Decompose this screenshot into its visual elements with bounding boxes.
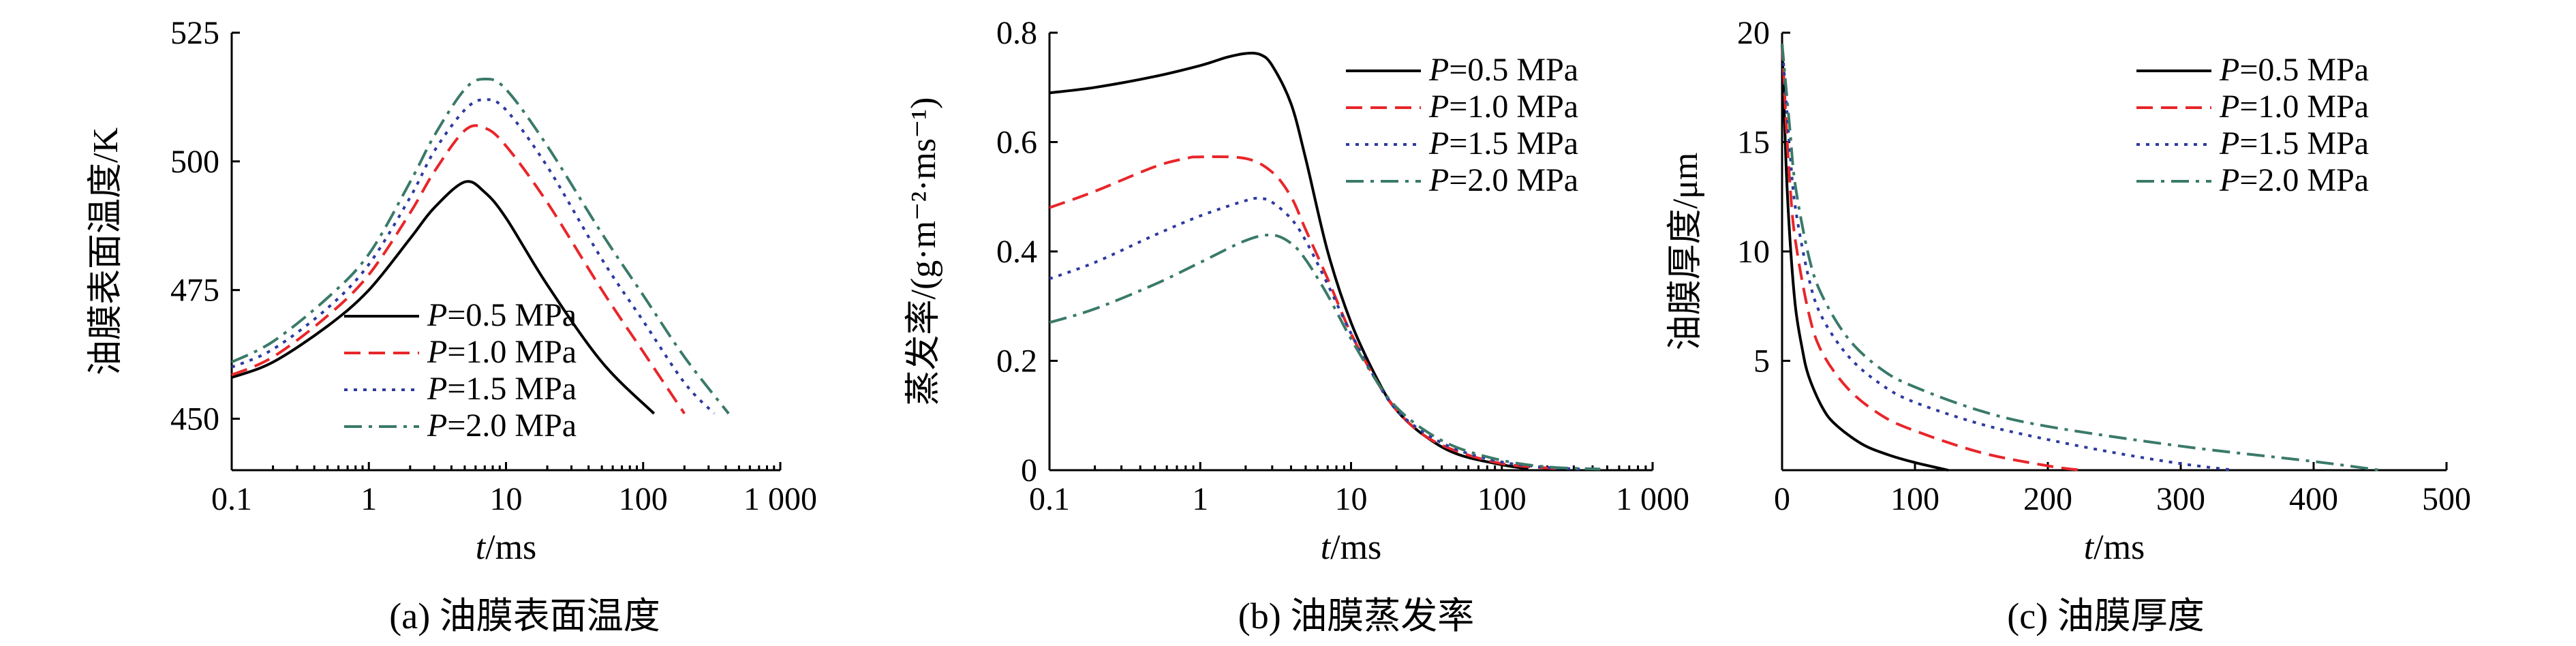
legend-label-3: P=2.0 MPa: [1428, 162, 1578, 198]
x-axis-label: t/ms: [2084, 528, 2145, 567]
x-tick-label: 1 000: [743, 481, 817, 517]
legend-label-0: P=0.5 MPa: [1428, 52, 1578, 88]
legend-label-2: P=1.5 MPa: [2219, 125, 2369, 162]
x-axis-label-unit: /ms: [1330, 528, 1381, 567]
series-line-3: [1781, 43, 2380, 472]
y-tick-label: 0.8: [996, 15, 1037, 51]
series-line-1: [1049, 155, 1562, 471]
legend-label-1: P=1.0 MPa: [427, 334, 577, 370]
y-tick-label: 450: [170, 401, 219, 437]
x-tick-label: 400: [2289, 481, 2338, 517]
y-tick-label: 0.4: [996, 234, 1037, 270]
x-tick-label: 200: [2023, 481, 2072, 517]
x-axis-label-var: t: [1321, 528, 1332, 567]
y-tick-label: 0: [1021, 452, 1037, 489]
x-axis-label-var: t: [2084, 528, 2095, 567]
x-tick-label: 0: [1774, 481, 1790, 517]
series-line-3: [1049, 233, 1601, 471]
y-tick-label: 475: [170, 273, 219, 309]
x-tick-label: 100: [1890, 481, 1939, 517]
x-axis-label: t/ms: [1321, 528, 1382, 567]
series-line-1: [231, 124, 686, 415]
legend-label-2: P=1.5 MPa: [1428, 125, 1578, 162]
panel-a: 0.1 1 10 100 1 000 450 475 500 525 t/ms 油膜表面温度/K (a…: [87, 15, 817, 636]
x-tick-label: 100: [619, 481, 668, 517]
y-tick-label: 10: [1737, 234, 1770, 270]
x-tick-label: 0.1: [1029, 481, 1070, 517]
y-tick-label: 0.2: [996, 343, 1037, 380]
x-tick-label: 10: [1335, 481, 1368, 517]
legend-label-1: P=1.0 MPa: [1428, 89, 1578, 125]
y-axis-label: 油膜厚度/μm: [1666, 153, 1705, 351]
y-tick-label: 525: [170, 15, 219, 51]
x-axis-label-unit: /ms: [2094, 528, 2145, 567]
y-tick-label: 20: [1737, 15, 1770, 51]
y-tick-label: 5: [1753, 343, 1770, 380]
legend-label-3: P=2.0 MPa: [2219, 162, 2369, 198]
legend-label-0: P=0.5 MPa: [2219, 52, 2369, 88]
series-line-3: [231, 77, 730, 415]
legend-label-3: P=2.0 MPa: [427, 407, 577, 444]
panel-caption: (b) 油膜蒸发率: [1238, 596, 1474, 636]
x-axis-label-var: t: [476, 528, 487, 567]
panel-caption: (a) 油膜表面温度: [389, 596, 660, 636]
x-tick-label: 100: [1477, 481, 1527, 517]
series-line-2: [231, 98, 716, 415]
legend-label-0: P=0.5 MPa: [427, 297, 577, 333]
y-axis-label: 油膜表面温度/K: [87, 127, 125, 375]
x-axis-label: t/ms: [476, 528, 537, 567]
panel-caption: (c) 油膜厚度: [2007, 596, 2204, 636]
x-tick-label: 500: [2422, 481, 2471, 517]
x-tick-label: 1: [361, 481, 377, 517]
x-tick-label: 1 000: [1616, 481, 1689, 517]
legend-label-2: P=1.5 MPa: [427, 371, 577, 407]
series-line-0: [1781, 44, 1949, 472]
x-tick-label: 0.1: [211, 481, 252, 517]
x-tick-label: 1: [1192, 481, 1208, 517]
series-line-2: [1049, 196, 1584, 471]
panel-b: 0.1 1 10 100 1 000 0 0.2 0.4 0.6 0.8 t/ms 蒸发率/(g·m⁻…: [904, 15, 1689, 636]
y-tick-label: 15: [1737, 125, 1770, 161]
series-line-1: [1781, 43, 2082, 472]
y-tick-label: 0.6: [996, 125, 1037, 161]
x-tick-label: 300: [2156, 481, 2205, 517]
series-line-0: [231, 180, 656, 415]
legend-label-1: P=1.0 MPa: [2219, 89, 2369, 125]
x-tick-label: 10: [490, 481, 523, 517]
x-axis-label-unit: /ms: [485, 528, 536, 567]
y-axis-label: 蒸发率/(g·m⁻²·ms⁻¹): [904, 97, 943, 406]
y-tick-label: 500: [170, 144, 219, 180]
panel-c: 0 100 200 300 400 500 5 10 15 20 t/ms 油膜厚度/μm (c) 油膜…: [1666, 15, 2471, 636]
